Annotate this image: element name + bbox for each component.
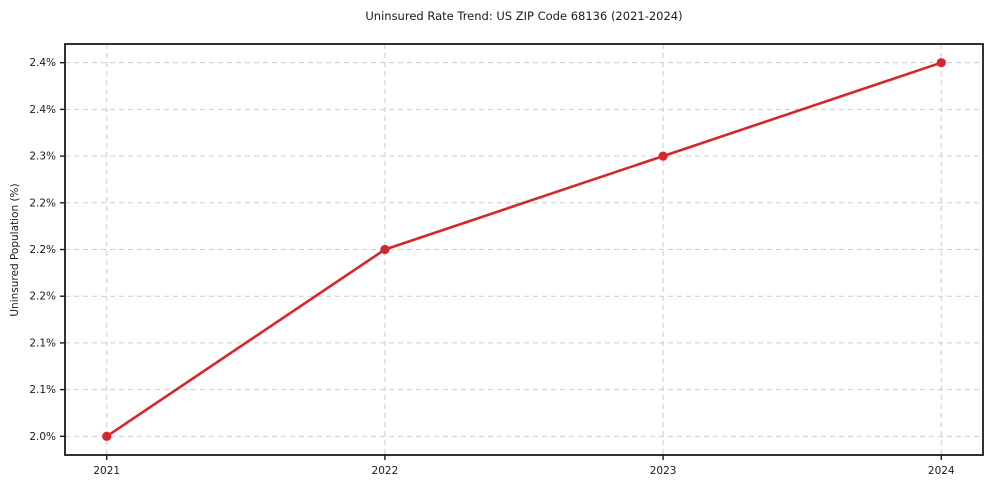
x-tick-label: 2024 [928, 465, 955, 477]
trend-line [105, 61, 943, 438]
y-tick-label: 2.2% [29, 244, 56, 256]
chart-title: Uninsured Rate Trend: US ZIP Code 68136 … [365, 9, 683, 23]
x-tick-label: 2021 [93, 465, 120, 477]
data-point-marker [936, 58, 946, 68]
data-point-marker [102, 431, 112, 441]
y-tick-label: 2.4% [29, 104, 56, 116]
y-tick-label: 2.1% [29, 337, 56, 349]
y-tick-label: 2.0% [29, 431, 56, 443]
data-point-marker [380, 244, 390, 255]
y-tick-label: 2.1% [29, 384, 56, 396]
y-tick-label: 2.2% [29, 291, 56, 303]
data-point-marker [658, 151, 668, 161]
y-tick-label: 2.3% [29, 151, 56, 163]
plot-border [64, 43, 984, 456]
x-tick-label: 2023 [650, 465, 677, 477]
y-tick-label: 2.2% [29, 197, 56, 209]
x-tick-label: 2022 [372, 465, 399, 477]
y-tick-label: 2.4% [29, 57, 56, 69]
